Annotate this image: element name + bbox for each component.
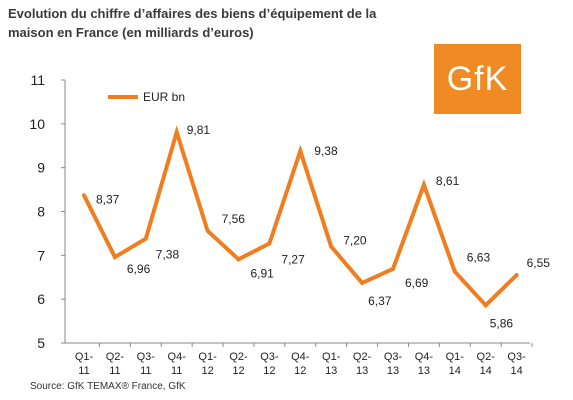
- chart-title: Evolution du chiffre d’affaires des bien…: [8, 6, 377, 40]
- x-tick-label-line2: 13: [387, 365, 399, 377]
- data-label: 7,38: [156, 248, 180, 262]
- data-label: 7,27: [281, 252, 305, 266]
- data-label: 5,86: [490, 316, 514, 330]
- legend-label: EUR bn: [143, 90, 185, 104]
- data-point: [267, 241, 272, 246]
- data-point: [483, 303, 488, 308]
- x-tick-label: Q1-: [198, 351, 217, 363]
- y-tick-label: 10: [29, 116, 45, 132]
- x-tick-label: Q4-: [291, 351, 310, 363]
- x-tick-label-line2: 11: [109, 365, 120, 377]
- data-label: 6,63: [467, 251, 491, 265]
- data-label: 9,81: [187, 123, 211, 137]
- x-tick-label-line2: 14: [510, 365, 522, 377]
- data-point: [360, 280, 365, 285]
- data-label: 6,37: [368, 294, 392, 308]
- data-label: 6,55: [527, 256, 551, 270]
- x-tick-label: Q2-: [353, 351, 372, 363]
- data-point: [205, 228, 210, 233]
- y-tick-label: 6: [37, 291, 45, 307]
- x-tick-label-line2: 13: [325, 365, 337, 377]
- y-tick-label: 7: [37, 247, 45, 263]
- data-point: [82, 193, 86, 198]
- data-point: [329, 244, 334, 249]
- x-tick-label-line2: 13: [356, 365, 368, 377]
- data-point: [112, 255, 117, 260]
- x-tick-label-line2: 14: [449, 365, 461, 377]
- x-tick-label-line2: 11: [140, 365, 151, 377]
- data-label: 6,91: [251, 266, 275, 280]
- data-label: 6,96: [127, 262, 151, 276]
- data-point: [391, 266, 395, 271]
- data-point: [298, 149, 303, 154]
- data-label: 7,20: [343, 234, 367, 248]
- y-tick-label: 5: [37, 335, 45, 351]
- data-point: [143, 236, 148, 241]
- gfk-logo: GfK: [434, 44, 521, 114]
- x-tick-label: Q1-: [75, 351, 94, 363]
- gfk-logo-text: GfK: [446, 59, 509, 98]
- x-tick-label: Q3-: [137, 351, 156, 363]
- x-tick-label: Q1-: [322, 351, 341, 363]
- x-tick-label: Q3-: [260, 351, 279, 363]
- data-point: [514, 273, 519, 278]
- data-label: 8,61: [436, 174, 460, 188]
- x-tick-label-line2: 12: [232, 365, 244, 377]
- data-point: [421, 182, 426, 187]
- x-tick-label: Q2-: [229, 351, 248, 363]
- y-tick-label: 11: [30, 72, 45, 88]
- x-tick-label-line2: 12: [294, 365, 306, 377]
- x-tick-label-line2: 14: [480, 365, 492, 377]
- x-tick-label: Q4-: [415, 351, 434, 363]
- y-tick-label: 8: [37, 204, 45, 220]
- x-tick-label-line2: 13: [418, 365, 430, 377]
- data-point: [452, 269, 457, 274]
- y-tick-label: 9: [37, 160, 45, 176]
- series-line-eur-bn: [82, 125, 518, 309]
- x-tick-label: Q1-: [446, 351, 465, 363]
- data-label: 6,69: [405, 276, 429, 290]
- data-point: [236, 257, 241, 262]
- data-label: 7,56: [222, 212, 246, 226]
- data-label: 9,38: [314, 144, 338, 158]
- x-tick-label: Q4-: [168, 351, 187, 363]
- x-tick-label: Q3-: [507, 351, 526, 363]
- data-point: [174, 130, 179, 135]
- x-tick-label-line2: 11: [171, 365, 182, 377]
- x-tick-label: Q2-: [477, 351, 496, 363]
- x-tick-label: Q2-: [106, 351, 125, 363]
- x-tick-label-line2: 11: [78, 365, 89, 377]
- x-tick-label-line2: 12: [201, 365, 213, 377]
- data-label: 8,37: [96, 192, 120, 206]
- x-tick-label: Q3-: [384, 351, 403, 363]
- x-tick-label-line2: 12: [263, 365, 275, 377]
- source-note: Source: GfK TEMAX® France, GfK: [30, 381, 186, 392]
